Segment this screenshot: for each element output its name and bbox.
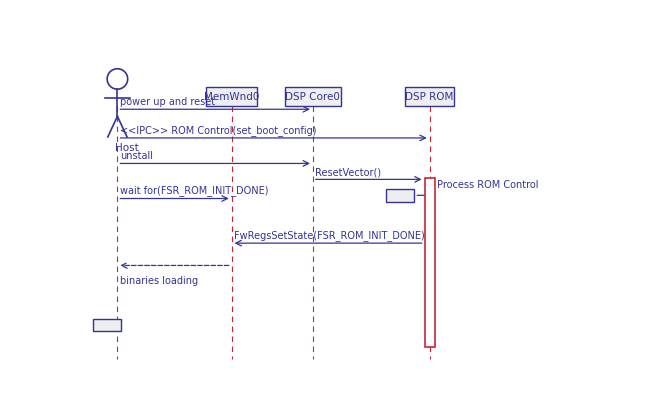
Bar <box>93 319 121 331</box>
Text: Process ROM Control: Process ROM Control <box>438 180 538 190</box>
Text: DSP Core0: DSP Core0 <box>286 92 341 102</box>
Text: unstall: unstall <box>120 151 153 161</box>
Text: DSP ROM: DSP ROM <box>405 92 454 102</box>
Bar <box>405 88 454 107</box>
Text: MemWnd0: MemWnd0 <box>204 92 259 102</box>
Text: FwRegsSetState(FSR_ROM_INIT_DONE): FwRegsSetState(FSR_ROM_INIT_DONE) <box>234 230 425 240</box>
Bar <box>206 88 257 107</box>
Text: <<IPC>> ROM Control(set_boot_config): <<IPC>> ROM Control(set_boot_config) <box>120 125 316 135</box>
Bar <box>386 190 415 202</box>
Text: Host: Host <box>115 142 139 152</box>
Text: power up and reset: power up and reset <box>120 97 215 107</box>
Text: binaries loading: binaries loading <box>120 275 198 285</box>
Text: ResetVector(): ResetVector() <box>316 167 381 177</box>
Bar <box>285 88 341 107</box>
Text: wait for(FSR_ROM_INIT_DONE): wait for(FSR_ROM_INIT_DONE) <box>120 185 269 196</box>
Bar <box>424 178 435 347</box>
